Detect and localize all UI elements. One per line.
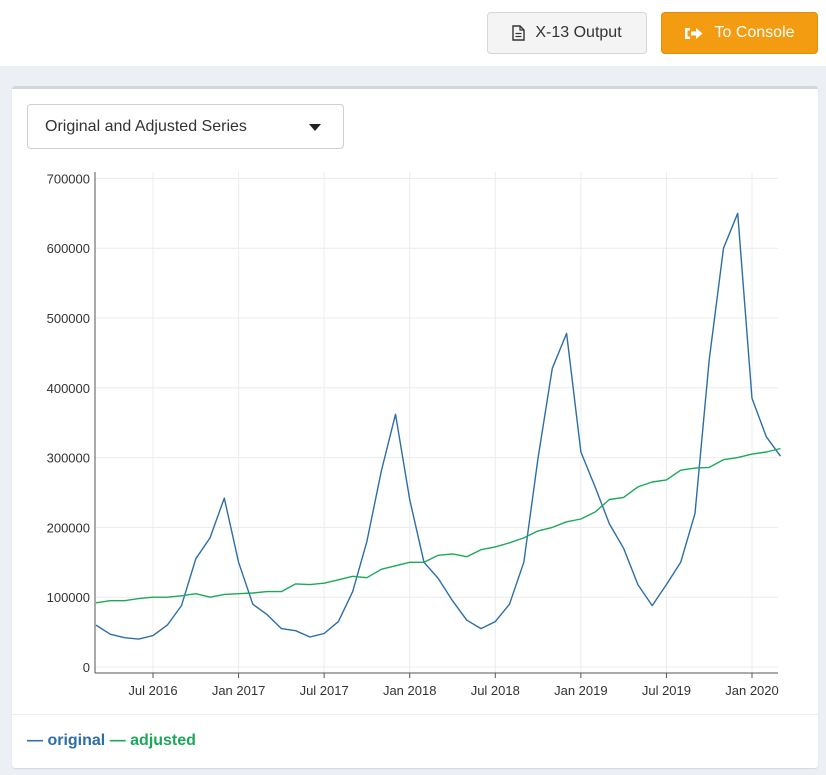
series-line-adjusted [95,447,781,604]
x-tick-label: Jan 2017 [212,683,266,698]
series-select-value: Original and Adjusted Series [45,117,247,135]
chart-legend: — original — adjusted [27,732,196,750]
x-tick-label: Jul 2018 [471,683,520,698]
x-axis-tick-labels: Jul 2016 Jan 2017 Jul 2017 Jan 2018 Jul 2018… [128,683,778,698]
legend-divider [12,714,818,715]
x-tick-label: Jan 2019 [554,683,608,698]
caret-down-icon [309,124,321,131]
legend-original[interactable]: — original [27,732,106,749]
to-console-label: To Console [714,24,795,41]
y-tick-label: 500000 [47,311,90,326]
x-tick-label: Jan 2018 [383,683,437,698]
y-tick-label: 600000 [47,241,90,256]
x-tick-label: Jul 2017 [300,683,349,698]
y-tick-label: 0 [83,660,90,675]
y-axis-tick-labels: 0 100000 200000 300000 400000 500000 600000 700… [47,171,90,675]
chart-series [95,212,782,640]
series-line-original [95,212,782,640]
y-tick-label: 300000 [47,451,90,466]
legend-adjusted[interactable]: — adjusted [109,732,196,749]
x13-output-label: X-13 Output [535,24,622,41]
sign-out-icon [684,26,704,41]
y-tick-label: 100000 [47,590,90,605]
chart-card [12,86,818,768]
x13-output-button[interactable]: X-13 Output [487,12,647,54]
x-tick-label: Jan 2020 [725,683,779,698]
top-toolbar: X-13 Output To Console [0,0,826,66]
chart-grid [95,172,778,673]
x-tick-label: Jul 2016 [128,683,177,698]
file-icon [512,25,526,41]
chart-axes [94,172,778,678]
y-tick-label: 400000 [47,381,90,396]
x-tick-label: Jul 2019 [642,683,691,698]
series-select[interactable]: Original and Adjusted Series [27,104,344,149]
y-tick-label: 700000 [47,171,90,186]
y-tick-label: 200000 [47,520,90,535]
to-console-button[interactable]: To Console [661,12,818,54]
